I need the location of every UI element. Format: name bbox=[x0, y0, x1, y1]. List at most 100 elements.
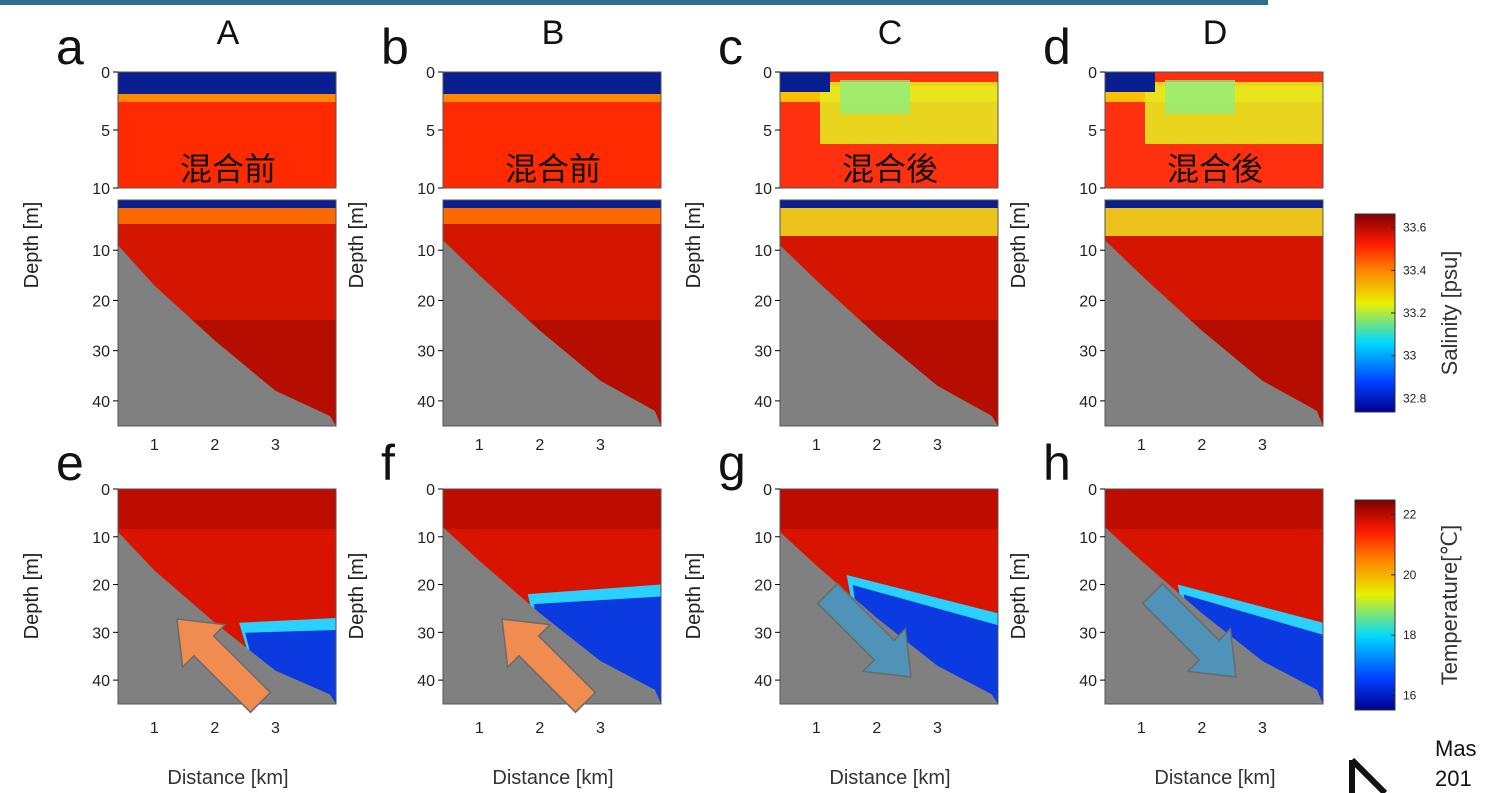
temp-e-xtick-label-1: 2 bbox=[210, 720, 219, 737]
temp-g-ytick-label-1: 10 bbox=[754, 530, 772, 547]
lower-c-ytick-label-3: 40 bbox=[754, 394, 772, 411]
arrow-shape-h bbox=[1141, 582, 1237, 678]
downwelling-arrow-h bbox=[1141, 582, 1237, 678]
temp-f-ytick-label-3: 30 bbox=[417, 625, 435, 642]
temp-g-ytick-label-3: 30 bbox=[754, 625, 772, 642]
ylabel-temp-g: Depth [m] bbox=[683, 553, 705, 640]
lower-d-ytick-label-0: 10 bbox=[1079, 243, 1097, 260]
sal-b-xtick-label-1: 2 bbox=[535, 437, 544, 454]
sal-c-xtick-label-0: 1 bbox=[812, 437, 821, 454]
arrow-shape-f bbox=[501, 618, 597, 714]
lower-surface-layer-c bbox=[780, 200, 998, 208]
column-label-a: A bbox=[217, 14, 240, 52]
xlabel-e: Distance [km] bbox=[167, 767, 288, 789]
upwelling-arrow-f bbox=[501, 618, 597, 714]
lower-d-ytick-label-1: 20 bbox=[1079, 293, 1097, 310]
arrow-shape-g bbox=[816, 582, 912, 678]
panel-a: Aa 0 5 10 混合前 10 20 30 40 1 2 3 Depth [m] bbox=[21, 14, 337, 454]
lower-mixed-band-c bbox=[780, 206, 998, 236]
upper-c-ytick-label-1: 5 bbox=[763, 123, 772, 140]
lower-mixed-band-b bbox=[443, 206, 661, 224]
ylabel-temp-e: Depth [m] bbox=[21, 553, 43, 640]
temp-h-xtick-label-0: 1 bbox=[1137, 720, 1146, 737]
temp-e-ytick-label-4: 40 bbox=[92, 673, 110, 690]
upper-b-ytick-label-0: 0 bbox=[426, 65, 435, 82]
upper-b-ytick-label-2: 10 bbox=[417, 181, 435, 198]
lower-c-ytick-label-2: 30 bbox=[754, 344, 772, 361]
lower-a-ytick-label-0: 10 bbox=[92, 243, 110, 260]
temp-f-xtick-label-0: 1 bbox=[475, 720, 484, 737]
lower-b-ytick-label-0: 10 bbox=[417, 243, 435, 260]
seafloor-e bbox=[118, 532, 336, 704]
temperature-colorbar-tick-label-3: 16 bbox=[1403, 689, 1417, 703]
temp-h-xtick-label-1: 2 bbox=[1197, 720, 1206, 737]
panel-letter-h: h bbox=[1043, 435, 1071, 491]
temp-g-ytick-label-4: 40 bbox=[754, 673, 772, 690]
salinity-colorbar-tick-label-3: 33 bbox=[1403, 349, 1417, 363]
temp-h-ytick-label-4: 40 bbox=[1079, 673, 1097, 690]
sal-b-xtick-label-2: 3 bbox=[596, 437, 605, 454]
panel-b: Bb 0 5 10 混合前 10 20 30 40 1 2 3 Depth [m] bbox=[346, 14, 662, 454]
temp-f-ytick-label-2: 20 bbox=[417, 578, 435, 595]
seafloor-b bbox=[443, 240, 661, 426]
xlabel-h: Distance [km] bbox=[1154, 767, 1275, 789]
lower-b-ytick-label-1: 20 bbox=[417, 293, 435, 310]
sal-d-xtick-label-1: 2 bbox=[1197, 437, 1206, 454]
temperature-colorbar-tick-label-1: 20 bbox=[1403, 568, 1417, 582]
salinity-colorbar-bar bbox=[1354, 213, 1396, 413]
temp-surface-layer-h bbox=[1105, 489, 1323, 529]
temp-f-ytick-label-1: 10 bbox=[417, 530, 435, 547]
temp-e-ytick-label-3: 30 bbox=[92, 625, 110, 642]
upper-surface-layer-c bbox=[780, 72, 830, 92]
lower-a-ytick-label-1: 20 bbox=[92, 293, 110, 310]
temp-surface-layer-g bbox=[780, 489, 998, 529]
panel-letter-a: a bbox=[56, 19, 84, 75]
temp-e-ytick-label-1: 10 bbox=[92, 530, 110, 547]
lower-b-ytick-label-3: 40 bbox=[417, 394, 435, 411]
seafloor-d bbox=[1105, 240, 1323, 426]
inset-label-a: 混合前 bbox=[180, 151, 276, 187]
upper-a-ytick-label-1: 5 bbox=[101, 123, 110, 140]
temp-surface-layer-f bbox=[443, 489, 661, 529]
sal-a-xtick-label-2: 3 bbox=[271, 437, 280, 454]
sal-c-xtick-label-1: 2 bbox=[872, 437, 881, 454]
lower-c-ytick-label-0: 10 bbox=[754, 243, 772, 260]
inset-label-c: 混合後 bbox=[842, 151, 938, 187]
upper-green-patch-c bbox=[840, 80, 910, 114]
temp-h-ytick-label-2: 20 bbox=[1079, 578, 1097, 595]
temperature-colorbar: 22 20 18 16 Temperature[℃] bbox=[1354, 499, 1462, 711]
corner-glyph-icon bbox=[1349, 757, 1388, 793]
ylabel-sal-a: Depth [m] bbox=[21, 202, 43, 289]
ylabel-temp-f: Depth [m] bbox=[346, 553, 368, 640]
column-label-d: D bbox=[1203, 14, 1228, 52]
sal-a-xtick-label-0: 1 bbox=[150, 437, 159, 454]
salinity-colorbar-tick-label-1: 33.4 bbox=[1403, 263, 1427, 277]
panel-g: g 0 10 20 30 40 1 2 3 Distance [km] Depth [m] bbox=[683, 435, 999, 789]
xlabel-g: Distance [km] bbox=[829, 767, 950, 789]
lower-d-ytick-label-3: 40 bbox=[1079, 394, 1097, 411]
panel-d: Dd 0 5 10 混合後 10 20 30 40 1 2 3 Depth [m] bbox=[1008, 14, 1324, 454]
upper-surface-layer-b bbox=[443, 72, 661, 94]
lower-surface-layer-d bbox=[1105, 200, 1323, 208]
temp-e-xtick-label-2: 3 bbox=[271, 720, 280, 737]
temp-frame-g bbox=[779, 488, 999, 705]
panel-letter-e: e bbox=[56, 435, 84, 491]
panel-h: h 0 10 20 30 40 1 2 3 Distance [km] Depth [m] bbox=[1008, 435, 1324, 789]
lower-surface-layer-a bbox=[118, 200, 336, 208]
downwelling-arrow-g bbox=[816, 582, 912, 678]
lower-a-ytick-label-2: 30 bbox=[92, 344, 110, 361]
upper-d-ytick-label-1: 5 bbox=[1088, 123, 1097, 140]
temp-e-ytick-label-0: 0 bbox=[101, 482, 110, 499]
temp-e-xtick-label-0: 1 bbox=[150, 720, 159, 737]
lower-mixed-band-a bbox=[118, 206, 336, 224]
temp-h-xtick-label-2: 3 bbox=[1258, 720, 1267, 737]
upper-c-ytick-label-0: 0 bbox=[763, 65, 772, 82]
upper-d-ytick-label-0: 0 bbox=[1088, 65, 1097, 82]
temp-frame-f bbox=[442, 488, 662, 705]
temp-g-xtick-label-2: 3 bbox=[933, 720, 942, 737]
lower-surface-layer-b bbox=[443, 200, 661, 208]
sal-a-xtick-label-1: 2 bbox=[210, 437, 219, 454]
temp-f-xtick-label-2: 3 bbox=[596, 720, 605, 737]
lower-a-ytick-label-3: 40 bbox=[92, 394, 110, 411]
panel-letter-b: b bbox=[381, 19, 409, 75]
